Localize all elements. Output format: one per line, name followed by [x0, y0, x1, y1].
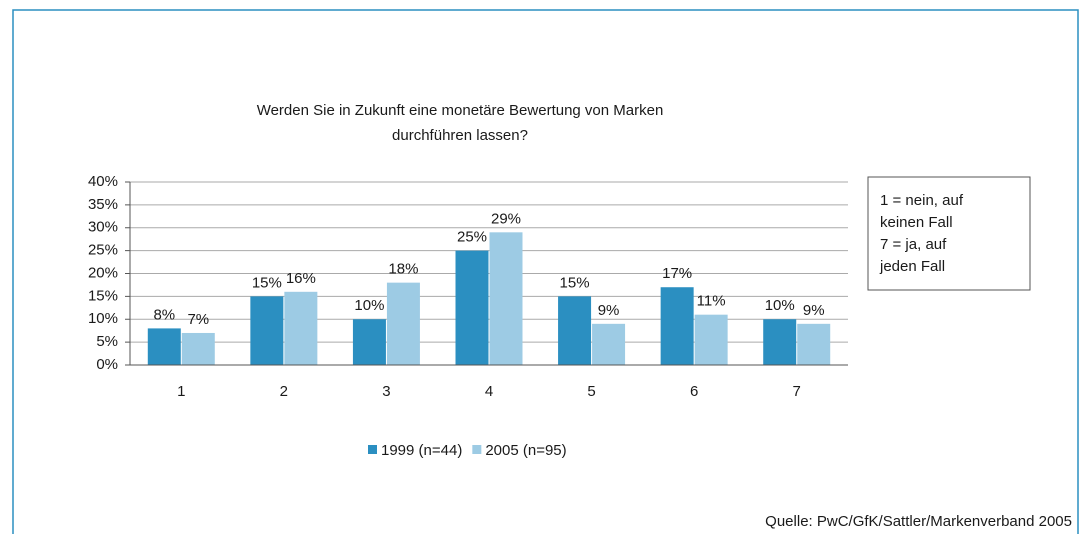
- legend-label: 2005 (n=95): [485, 442, 566, 459]
- note: 7 = ja, auf: [880, 236, 947, 253]
- value-label: 25%: [457, 229, 487, 246]
- bar: [250, 296, 284, 365]
- bar: [352, 319, 386, 365]
- value-label: 17%: [662, 265, 692, 282]
- chart-title: durchführen lassen?: [392, 127, 528, 144]
- note-box: [867, 176, 1031, 291]
- source: Quelle: PwC/GfK/Sattler/Markenverband 20…: [765, 513, 1072, 530]
- x-tick-label: 3: [382, 383, 390, 400]
- note: keinen Fall: [880, 214, 953, 231]
- y-tick-label: 40%: [88, 173, 118, 190]
- x-tick-label: 7: [793, 383, 801, 400]
- bar: [763, 319, 797, 365]
- bar: [181, 332, 215, 365]
- x-tick-label: 5: [587, 383, 595, 400]
- y-tick-label: 20%: [88, 264, 118, 281]
- legend-swatch: [472, 445, 482, 454]
- bar: [386, 282, 420, 365]
- value-label: 11%: [697, 293, 726, 310]
- value-label: 15%: [252, 274, 282, 291]
- x-tick-label: 6: [690, 383, 698, 400]
- bar: [147, 328, 181, 365]
- x-tick-label: 2: [280, 383, 288, 400]
- bar: [660, 287, 694, 365]
- value-label: 8%: [153, 306, 175, 323]
- legend-label: 1999 (n=44): [381, 442, 462, 459]
- value-label: 9%: [598, 302, 620, 319]
- value-label: 10%: [354, 297, 384, 314]
- value-label: 10%: [765, 297, 795, 314]
- value-label: 18%: [388, 261, 418, 278]
- bar: [797, 323, 831, 365]
- y-tick-label: 10%: [88, 310, 118, 327]
- bar: [489, 232, 523, 365]
- y-tick-label: 25%: [88, 242, 118, 259]
- value-label: 9%: [803, 302, 825, 319]
- y-tick-label: 5%: [96, 333, 118, 350]
- bar: [694, 314, 728, 365]
- x-tick-label: 4: [485, 383, 493, 400]
- bar: [455, 250, 489, 365]
- x-tick-label: 1: [177, 383, 185, 400]
- value-label: 16%: [286, 270, 316, 287]
- bar: [284, 291, 318, 365]
- bar: [558, 296, 592, 365]
- y-tick-label: 15%: [88, 287, 118, 304]
- frame: [12, 9, 1079, 534]
- note: 1 = nein, auf: [880, 192, 964, 209]
- y-tick-label: 0%: [96, 356, 118, 373]
- value-label: 15%: [560, 274, 590, 291]
- y-tick-label: 35%: [88, 196, 118, 213]
- note: jeden Fall: [879, 258, 945, 275]
- legend-swatch: [368, 445, 377, 454]
- y-tick-label: 30%: [88, 219, 118, 236]
- bar: [592, 323, 626, 365]
- chart-title: Werden Sie in Zukunft eine monetäre Bewe…: [257, 102, 664, 119]
- value-label: 29%: [491, 210, 521, 227]
- value-label: 7%: [187, 311, 209, 328]
